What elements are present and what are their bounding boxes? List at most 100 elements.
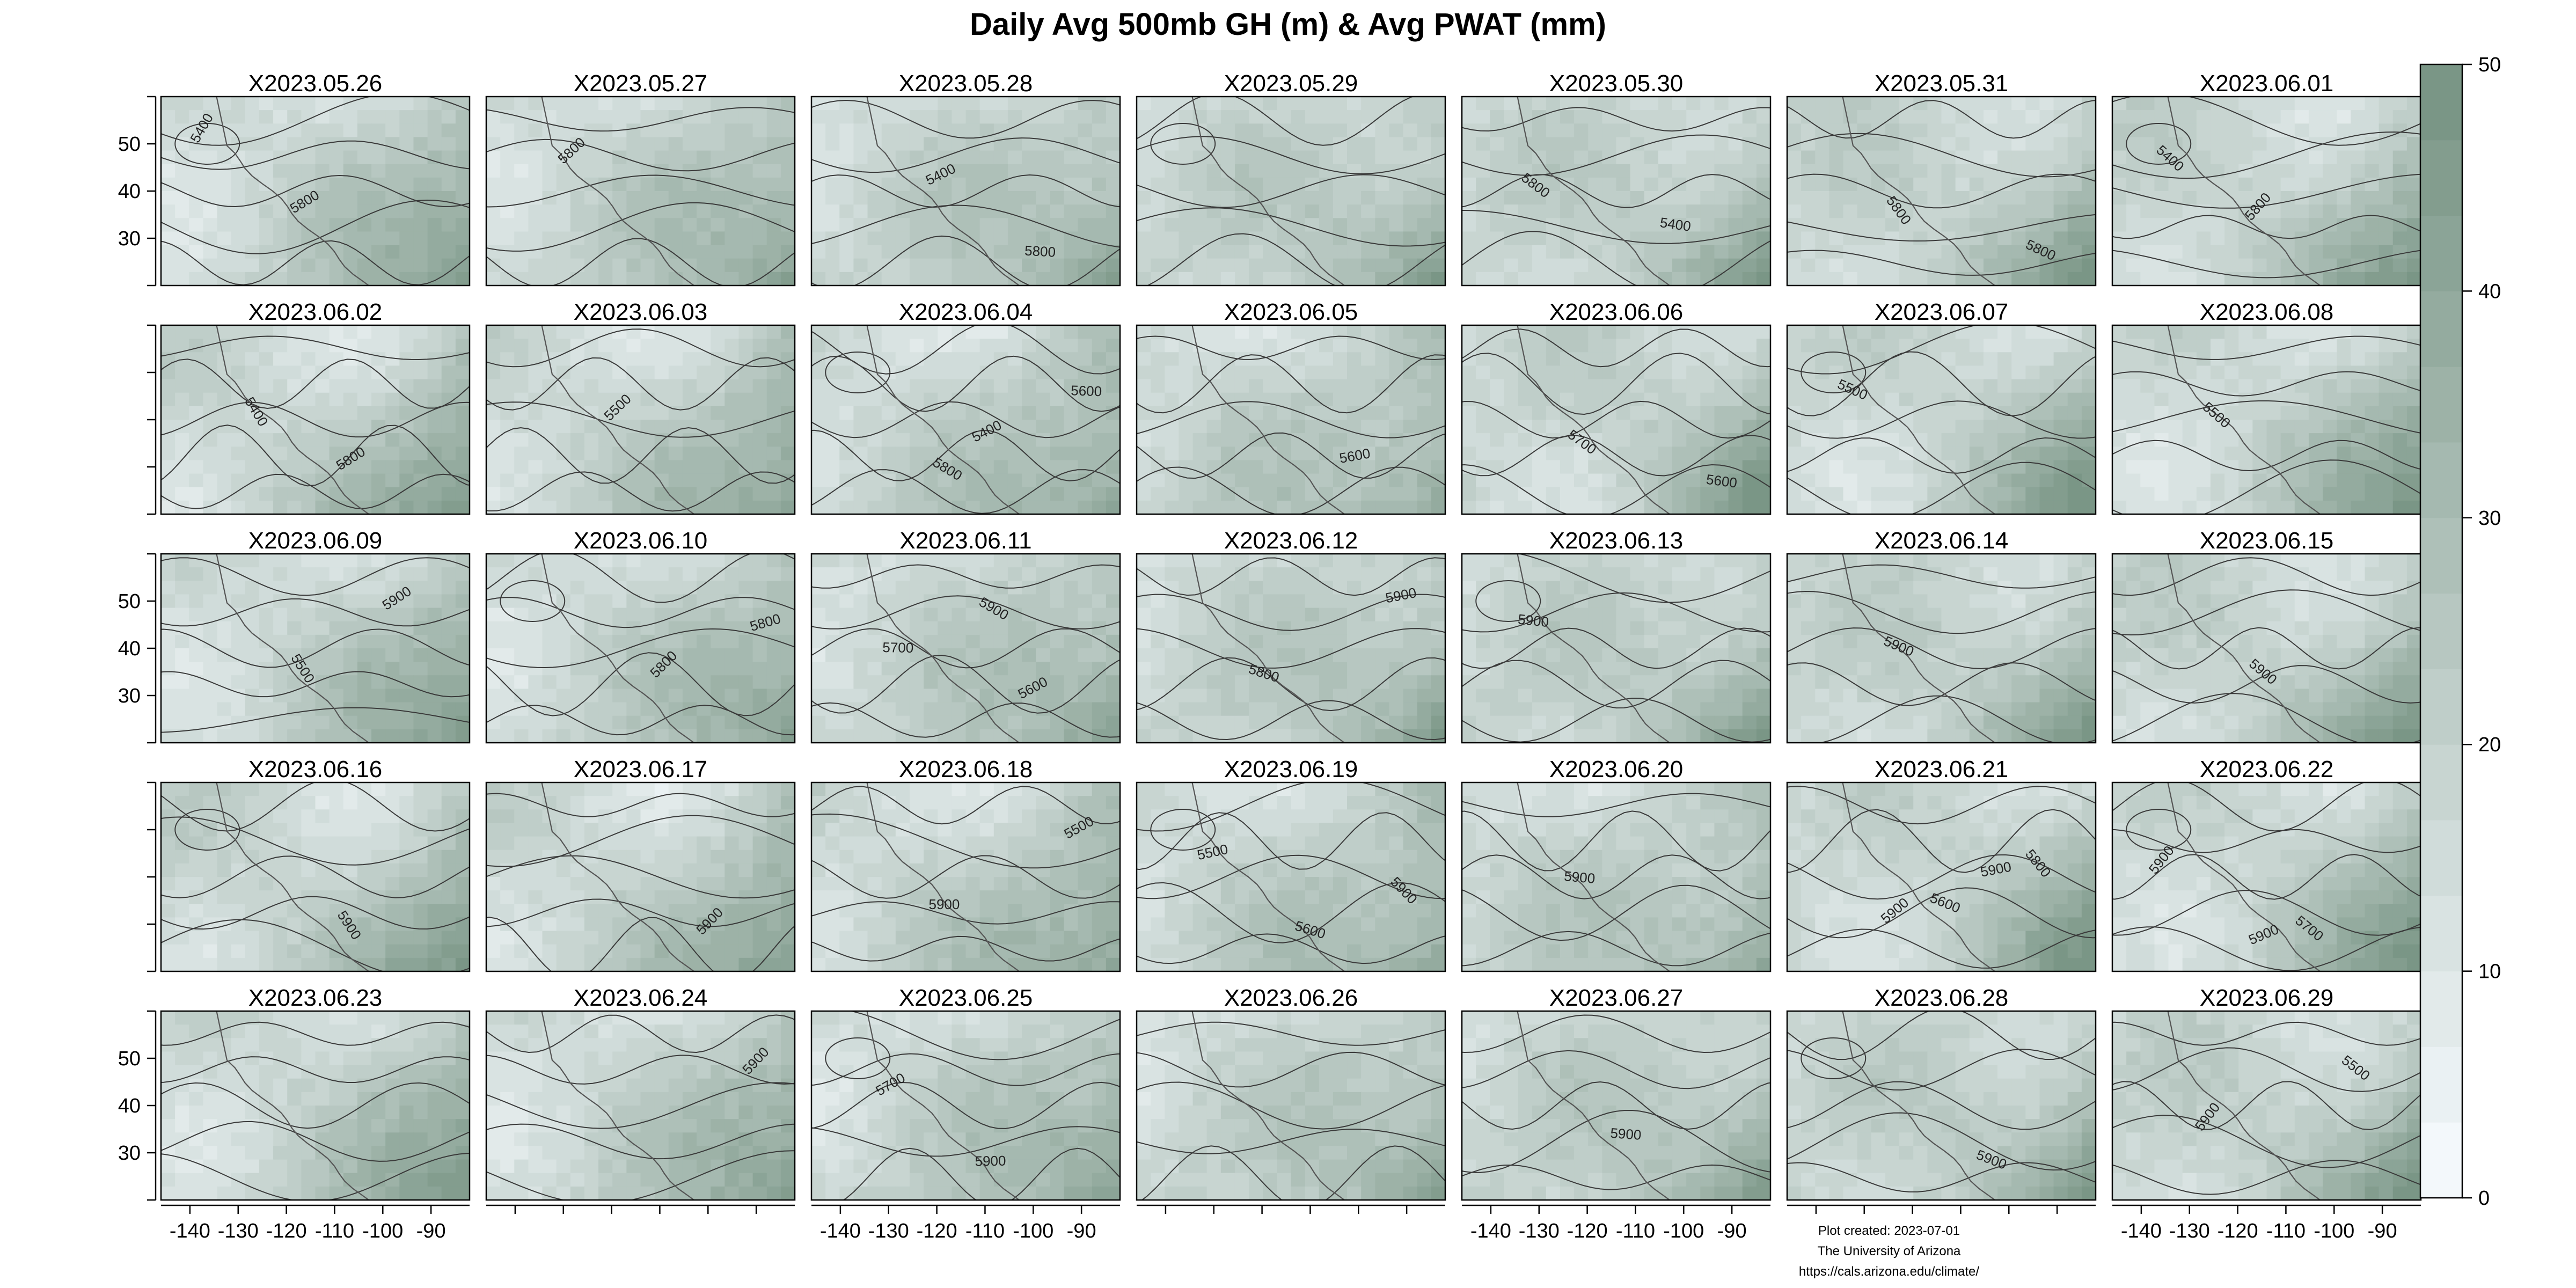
pwat-cell bbox=[1801, 473, 1816, 488]
gh-contour-line bbox=[1146, 233, 1445, 286]
pwat-cell bbox=[654, 150, 669, 165]
pwat-cell bbox=[1347, 245, 1362, 259]
pwat-cell bbox=[1206, 325, 1221, 339]
pwat-cell bbox=[556, 581, 571, 595]
pwat-cell bbox=[1277, 137, 1292, 151]
pwat-cell bbox=[486, 137, 501, 151]
pwat-cell bbox=[570, 204, 585, 218]
gh-contour-line bbox=[1787, 325, 2096, 375]
pwat-cell bbox=[1137, 272, 1151, 286]
pwat-cell bbox=[343, 715, 358, 730]
pwat-cell bbox=[1546, 487, 1561, 501]
pwat-cell bbox=[273, 500, 288, 514]
pwat-cell bbox=[1319, 245, 1334, 259]
pwat-cell bbox=[1417, 406, 1432, 420]
pwat-cell bbox=[455, 191, 470, 205]
pwat-cell bbox=[1165, 392, 1180, 407]
pwat-cell bbox=[668, 433, 683, 447]
pwat-cell bbox=[626, 191, 641, 205]
pwat-cell bbox=[357, 487, 372, 501]
pwat-cell bbox=[853, 500, 868, 514]
pwat-cell bbox=[1602, 420, 1617, 434]
pwat-cell bbox=[2294, 447, 2309, 461]
pwat-cell bbox=[1560, 473, 1575, 488]
pwat-cell bbox=[738, 97, 753, 111]
pwat-cell bbox=[1728, 150, 1743, 165]
coastline bbox=[866, 97, 1020, 286]
pwat-cell bbox=[1504, 365, 1519, 380]
pwat-cell bbox=[2182, 245, 2197, 259]
pwat-cell bbox=[711, 137, 725, 151]
pwat-cell bbox=[1616, 500, 1631, 514]
pwat-cell bbox=[2025, 97, 2040, 111]
pwat-cell bbox=[2081, 245, 2096, 259]
pwat-cell bbox=[738, 581, 753, 595]
pwat-cell bbox=[1417, 365, 1432, 380]
pwat-cell bbox=[1050, 420, 1065, 434]
pwat-cell bbox=[952, 379, 967, 393]
pwat-cell bbox=[1885, 379, 1900, 393]
pwat-cell bbox=[1064, 191, 1079, 205]
pwat-cell bbox=[853, 392, 868, 407]
pwat-cell bbox=[556, 325, 571, 339]
pwat-cell bbox=[1742, 406, 1757, 420]
pwat-cell bbox=[203, 460, 218, 474]
pwat-cell bbox=[2154, 258, 2169, 273]
pwat-cell bbox=[2154, 473, 2169, 488]
pwat-cell bbox=[315, 191, 330, 205]
pwat-cell bbox=[500, 621, 515, 635]
pwat-cell bbox=[1941, 258, 1956, 273]
pwat-cell bbox=[2126, 447, 2141, 461]
pwat-cell bbox=[1899, 204, 1914, 218]
pwat-cell bbox=[1249, 150, 1263, 165]
pwat-cell bbox=[1616, 433, 1631, 447]
pwat-cell bbox=[1431, 379, 1445, 393]
pwat-cell bbox=[1801, 379, 1816, 393]
pwat-cell bbox=[1672, 245, 1687, 259]
pwat-cell bbox=[500, 379, 515, 393]
pwat-cell bbox=[1305, 473, 1320, 488]
pwat-cell bbox=[245, 365, 260, 380]
pwat-cell bbox=[1700, 231, 1715, 246]
pwat-cell bbox=[514, 648, 529, 662]
pwat-cell bbox=[2238, 406, 2253, 420]
pwat-cell bbox=[273, 177, 288, 192]
pwat-cell bbox=[2266, 258, 2281, 273]
pwat-cell bbox=[2379, 272, 2394, 286]
pwat-cell bbox=[1151, 164, 1165, 178]
pwat-cell bbox=[287, 608, 302, 622]
pwat-cell bbox=[1106, 231, 1120, 246]
pwat-cell bbox=[1462, 352, 1476, 367]
pwat-cell bbox=[1871, 379, 1886, 393]
pwat-cell bbox=[2238, 339, 2253, 353]
pwat-cell bbox=[189, 554, 204, 568]
pwat-cell bbox=[2379, 258, 2394, 273]
pwat-cell bbox=[1137, 231, 1151, 246]
pwat-cell bbox=[231, 258, 246, 273]
pwat-cell bbox=[1064, 204, 1079, 218]
pwat-cell bbox=[399, 150, 414, 165]
pwat-cell bbox=[1560, 218, 1575, 232]
pwat-cell bbox=[780, 365, 795, 380]
pwat-cell bbox=[2011, 272, 2026, 286]
pwat-cell bbox=[1560, 365, 1575, 380]
pwat-cell bbox=[1532, 245, 1547, 259]
pwat-cell bbox=[1263, 500, 1277, 514]
pwat-cell bbox=[938, 272, 952, 286]
pwat-cell bbox=[1955, 365, 1970, 380]
pwat-cell bbox=[1630, 177, 1645, 192]
pwat-cell bbox=[2406, 392, 2421, 407]
gh-contour-line bbox=[1462, 353, 1770, 415]
pwat-cell bbox=[2039, 231, 2054, 246]
pwat-cell bbox=[2224, 231, 2239, 246]
pwat-cell bbox=[1574, 460, 1589, 474]
pwat-cell bbox=[259, 137, 274, 151]
pwat-cell bbox=[189, 675, 204, 690]
pwat-cell bbox=[1064, 177, 1079, 192]
pwat-cell bbox=[1277, 164, 1292, 178]
pwat-cell bbox=[1305, 258, 1320, 273]
pwat-cell bbox=[399, 177, 414, 192]
pwat-cell bbox=[2210, 191, 2225, 205]
pwat-cell bbox=[455, 231, 470, 246]
pwat-cell bbox=[1179, 218, 1194, 232]
